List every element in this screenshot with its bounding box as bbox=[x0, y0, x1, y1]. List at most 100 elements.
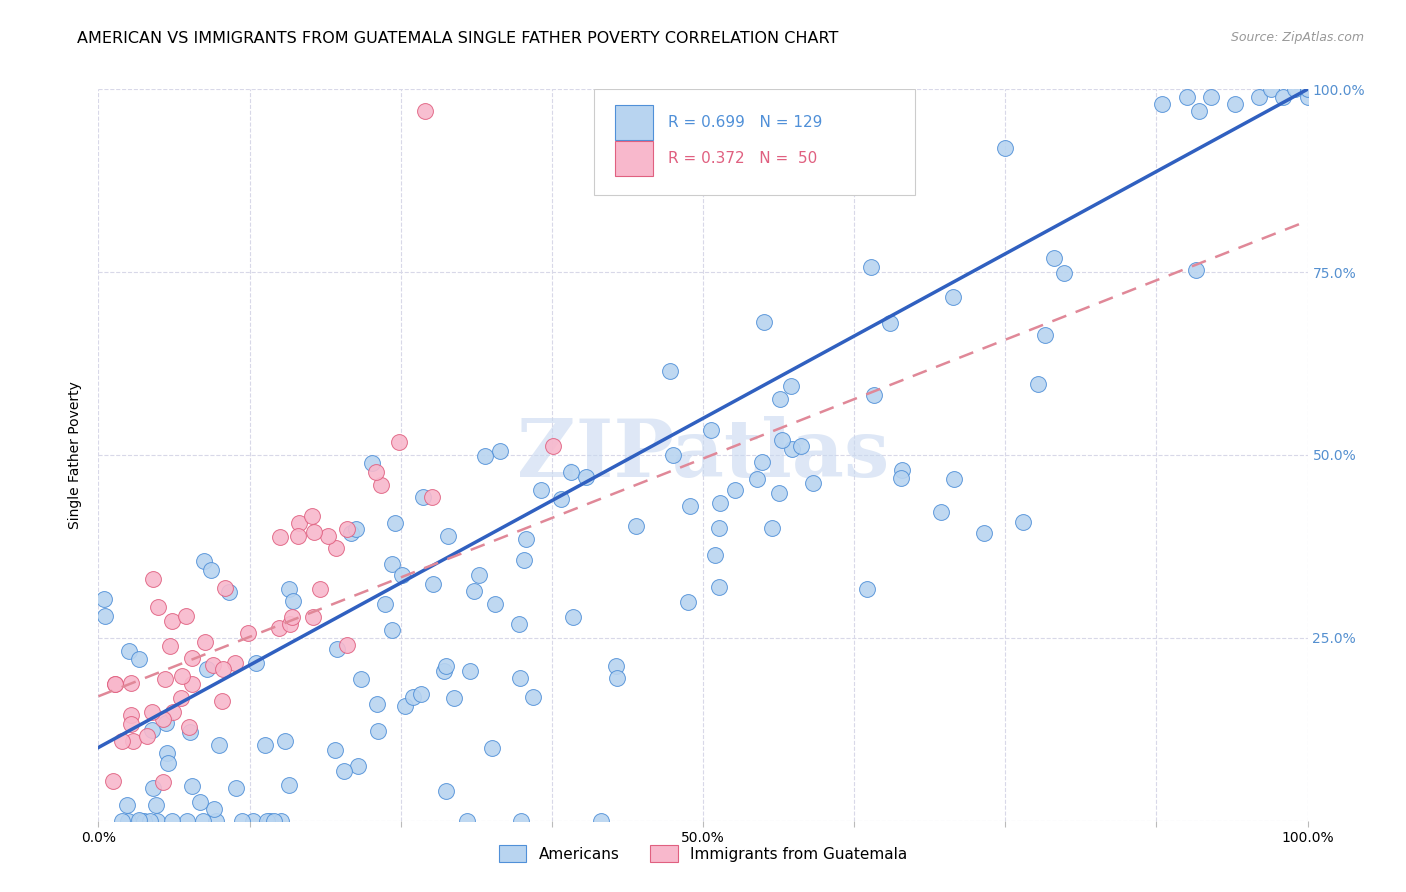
Point bbox=[770, 434, 793, 448]
Point bbox=[278, 778, 301, 792]
Point bbox=[225, 781, 247, 796]
Point bbox=[605, 659, 627, 673]
Point bbox=[170, 690, 193, 705]
Point bbox=[202, 657, 225, 672]
Y-axis label: Single Father Poverty: Single Father Poverty bbox=[69, 381, 83, 529]
Point bbox=[381, 624, 404, 638]
Point bbox=[104, 677, 127, 691]
Point bbox=[474, 449, 496, 463]
Text: AMERICAN VS IMMIGRANTS FROM GUATEMALA SINGLE FATHER POVERTY CORRELATION CHART: AMERICAN VS IMMIGRANTS FROM GUATEMALA SI… bbox=[77, 31, 839, 46]
Point bbox=[273, 734, 295, 748]
Point bbox=[433, 664, 456, 678]
Point bbox=[336, 638, 359, 652]
Point bbox=[515, 533, 537, 547]
Point bbox=[120, 707, 142, 722]
Point bbox=[434, 659, 457, 673]
Point bbox=[860, 260, 883, 274]
Point bbox=[153, 673, 176, 687]
Point bbox=[118, 644, 141, 658]
Point bbox=[769, 392, 792, 407]
Point bbox=[606, 671, 628, 685]
Point bbox=[384, 516, 406, 530]
Point bbox=[489, 443, 512, 458]
Point bbox=[191, 814, 214, 828]
Point bbox=[530, 483, 553, 498]
Point bbox=[420, 490, 443, 504]
Point bbox=[484, 597, 506, 611]
Point bbox=[159, 639, 181, 653]
Point bbox=[302, 610, 325, 624]
Point bbox=[141, 723, 163, 737]
Point bbox=[1152, 96, 1174, 111]
Point bbox=[269, 530, 291, 544]
Point bbox=[1053, 266, 1076, 280]
Point bbox=[366, 724, 388, 739]
Point bbox=[790, 439, 813, 453]
Point bbox=[323, 743, 346, 757]
Point bbox=[1012, 516, 1035, 530]
Point bbox=[973, 525, 995, 540]
Point bbox=[437, 529, 460, 543]
Point bbox=[370, 478, 392, 492]
Point bbox=[724, 483, 747, 497]
Point bbox=[509, 671, 531, 685]
Point bbox=[364, 466, 387, 480]
Point bbox=[943, 472, 966, 486]
Point bbox=[145, 798, 167, 813]
Point bbox=[703, 548, 725, 562]
Point bbox=[402, 690, 425, 705]
Point bbox=[550, 491, 572, 506]
Point bbox=[179, 724, 201, 739]
Point bbox=[745, 472, 768, 486]
Text: R = 0.699   N = 129: R = 0.699 N = 129 bbox=[668, 114, 823, 129]
Point bbox=[1223, 96, 1246, 111]
Point bbox=[1184, 263, 1206, 277]
Point bbox=[134, 814, 156, 828]
Point bbox=[508, 616, 530, 631]
Point bbox=[104, 677, 127, 691]
Text: R = 0.372   N =  50: R = 0.372 N = 50 bbox=[668, 151, 817, 166]
Point bbox=[391, 567, 413, 582]
Point bbox=[94, 609, 117, 624]
Point bbox=[212, 662, 235, 676]
Point bbox=[176, 609, 198, 624]
Point bbox=[350, 672, 373, 686]
Point bbox=[214, 581, 236, 595]
Point bbox=[1249, 89, 1271, 103]
Point bbox=[146, 814, 169, 828]
Point bbox=[366, 697, 388, 711]
Point bbox=[1296, 82, 1319, 96]
Point bbox=[1033, 327, 1056, 342]
Point bbox=[780, 442, 803, 457]
Point bbox=[1296, 82, 1319, 96]
Point bbox=[195, 662, 218, 676]
Point bbox=[111, 733, 134, 747]
Point bbox=[589, 814, 612, 828]
Point bbox=[443, 691, 465, 706]
Point bbox=[135, 729, 157, 743]
Point bbox=[120, 716, 142, 731]
Point bbox=[302, 524, 325, 539]
Point bbox=[180, 779, 202, 793]
Point bbox=[208, 738, 231, 752]
Point bbox=[117, 814, 139, 828]
Point bbox=[890, 470, 912, 484]
Point bbox=[413, 104, 436, 119]
Point bbox=[347, 759, 370, 773]
Point bbox=[522, 690, 544, 704]
Point bbox=[879, 316, 901, 330]
Point bbox=[374, 597, 396, 611]
Point bbox=[181, 677, 204, 691]
Point bbox=[1272, 89, 1295, 103]
Bar bbox=[614, 141, 654, 177]
Text: ZIPatlas: ZIPatlas bbox=[517, 416, 889, 494]
Point bbox=[162, 705, 184, 719]
Point bbox=[287, 516, 309, 531]
Point bbox=[863, 388, 886, 402]
Point bbox=[218, 585, 240, 599]
Point bbox=[190, 795, 212, 809]
Point bbox=[411, 687, 433, 701]
Point bbox=[122, 734, 145, 748]
Point bbox=[1042, 252, 1064, 266]
Point bbox=[156, 756, 179, 770]
